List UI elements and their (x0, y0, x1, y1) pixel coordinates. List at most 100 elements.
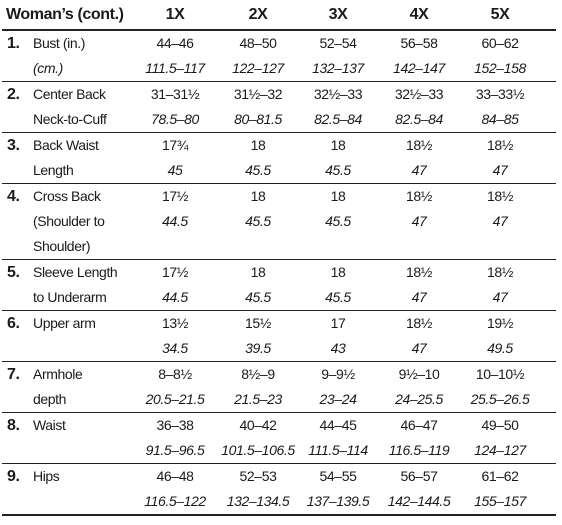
inch-value: 44–45 (319, 417, 357, 433)
inch-value: 40–42 (239, 417, 277, 433)
inch-value: 17¾ (161, 137, 189, 153)
inch-value: 56–58 (400, 35, 438, 51)
inch-value: 9–9½ (321, 366, 355, 382)
inch-value: 17½ (161, 188, 189, 204)
inch-value: 18 (330, 264, 346, 280)
cm-value: 111.5–114 (308, 442, 368, 458)
inch-value: 17½ (161, 264, 189, 280)
row-number: 3. (7, 137, 20, 154)
cm-value: 122–127 (232, 60, 284, 76)
header-size: 1X (165, 6, 185, 23)
row-label: Neck-to-Cuff (33, 111, 107, 127)
header-size: 3X (328, 6, 348, 23)
row-label: Cross Back (33, 188, 101, 204)
cm-value: 21.5–23 (234, 391, 282, 407)
cm-value: 155–157 (474, 493, 526, 509)
header-size: 5X (490, 6, 510, 23)
cm-value: 91.5–96.5 (145, 442, 205, 458)
cm-value: 142–144.5 (387, 493, 451, 509)
cm-value: 111.5–117 (145, 60, 205, 76)
row-label: (cm.) (33, 60, 63, 76)
inch-value: 13½ (161, 315, 189, 331)
inch-value: 15½ (244, 315, 272, 331)
inch-value: 46–48 (156, 468, 194, 484)
inch-value: 61–62 (481, 468, 519, 484)
row-number: 2. (7, 86, 20, 103)
cm-value: 142–147 (393, 60, 445, 76)
cm-value: 132–134.5 (226, 493, 290, 509)
row-number: 6. (7, 315, 20, 332)
row-number: 7. (7, 366, 20, 383)
cm-value: 47 (492, 213, 508, 229)
inch-value: 18 (250, 188, 266, 204)
cm-value: 47 (411, 162, 427, 178)
row-number: 9. (7, 468, 20, 485)
inch-value: 18½ (486, 264, 514, 280)
inch-value: 18½ (405, 264, 433, 280)
inch-value: 33–33½ (475, 86, 525, 102)
inch-value: 52–53 (239, 468, 277, 484)
cm-value: 23–24 (319, 391, 357, 407)
row-label: Length (33, 162, 74, 178)
inch-value: 17 (330, 315, 346, 331)
inch-value: 18½ (405, 188, 433, 204)
inch-value: 18½ (405, 137, 433, 153)
inch-value: 36–38 (156, 417, 194, 433)
row-divider (2, 29, 556, 31)
inch-value: 49–50 (481, 417, 519, 433)
cm-value: 116.5–119 (388, 442, 450, 458)
cm-value: 82.5–84 (314, 111, 362, 127)
inch-value: 32½–33 (394, 86, 444, 102)
inch-value: 8–8½ (158, 366, 192, 382)
cm-value: 20.5–21.5 (145, 391, 205, 407)
row-label: Waist (33, 417, 66, 433)
inch-value: 44–46 (156, 35, 194, 51)
row-divider (2, 183, 556, 184)
cm-value: 101.5–106.5 (221, 442, 295, 458)
inch-value: 18½ (486, 137, 514, 153)
cm-value: 45.5 (325, 213, 351, 229)
cm-value: 43 (330, 340, 346, 356)
cm-value: 39.5 (245, 340, 271, 356)
cm-value: 137–139.5 (306, 493, 370, 509)
row-divider (2, 81, 556, 82)
row-label: Sleeve Length (33, 264, 118, 280)
inch-value: 32½–33 (313, 86, 363, 102)
cm-value: 47 (492, 162, 508, 178)
cm-value: 84–85 (481, 111, 519, 127)
inch-value: 56–57 (400, 468, 438, 484)
row-label: (Shoulder to (33, 213, 105, 229)
cm-value: 78.5–80 (151, 111, 199, 127)
row-number: 1. (7, 35, 20, 52)
inch-value: 52–54 (319, 35, 357, 51)
row-label: to Underarm (33, 289, 107, 305)
inch-value: 60–62 (481, 35, 519, 51)
inch-value: 18 (250, 264, 266, 280)
cm-value: 82.5–84 (395, 111, 443, 127)
cm-value: 47 (411, 289, 427, 305)
row-label: Shoulder) (33, 238, 91, 254)
header-size: 2X (248, 6, 268, 23)
row-number: 8. (7, 417, 20, 434)
cm-value: 44.5 (162, 213, 188, 229)
cm-value: 132–137 (312, 60, 364, 76)
cm-value: 80–81.5 (234, 111, 282, 127)
inch-value: 19½ (486, 315, 514, 331)
cm-value: 34.5 (162, 340, 188, 356)
row-label: Bust (in.) (33, 35, 86, 51)
cm-value: 116.5–122 (144, 493, 206, 509)
row-divider (2, 132, 556, 133)
inch-value: 46–47 (400, 417, 438, 433)
cm-value: 45.5 (245, 213, 271, 229)
cm-value: 47 (492, 289, 508, 305)
cm-value: 45.5 (245, 289, 271, 305)
row-divider (2, 361, 556, 362)
row-divider (2, 463, 556, 464)
cm-value: 152–158 (474, 60, 526, 76)
cm-value: 45.5 (325, 162, 351, 178)
inch-value: 18 (250, 137, 266, 153)
row-divider (2, 514, 556, 516)
inch-value: 31½–32 (233, 86, 283, 102)
cm-value: 44.5 (162, 289, 188, 305)
